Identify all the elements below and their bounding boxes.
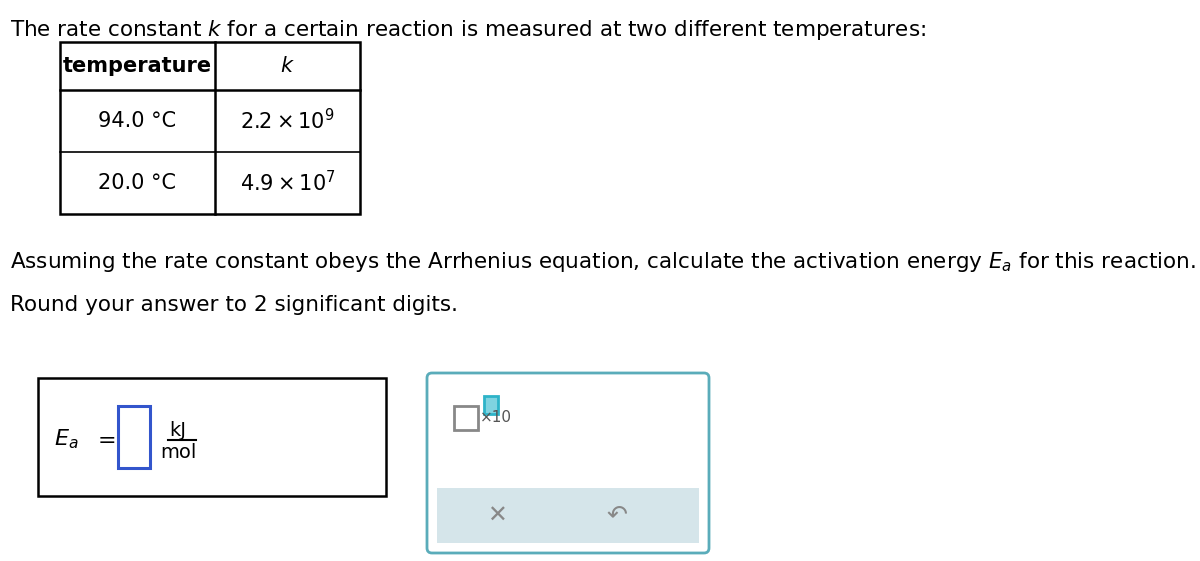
Text: $E_a$: $E_a$ <box>54 427 78 451</box>
Bar <box>484 396 498 414</box>
Text: kJ: kJ <box>169 421 186 440</box>
Text: Round your answer to 2 significant digits.: Round your answer to 2 significant digit… <box>10 295 458 315</box>
Bar <box>118 406 150 468</box>
Text: The rate constant $k$ for a certain reaction is measured at two different temper: The rate constant $k$ for a certain reac… <box>10 18 926 42</box>
FancyBboxPatch shape <box>427 373 709 553</box>
Text: $2.2\times10^9$: $2.2\times10^9$ <box>240 108 335 134</box>
Bar <box>454 406 478 430</box>
Text: $=$: $=$ <box>94 429 115 449</box>
Text: $4.9\times10^7$: $4.9\times10^7$ <box>240 171 335 196</box>
Text: ✕: ✕ <box>487 504 506 527</box>
Text: 94.0 °C: 94.0 °C <box>98 111 176 131</box>
Text: temperature: temperature <box>62 56 212 76</box>
Text: ↶: ↶ <box>606 504 628 527</box>
Bar <box>60 42 360 214</box>
Text: Assuming the rate constant obeys the Arrhenius equation, calculate the activatio: Assuming the rate constant obeys the Arr… <box>10 250 1195 274</box>
Bar <box>437 488 698 543</box>
Text: 20.0 °C: 20.0 °C <box>98 173 176 193</box>
Text: mol: mol <box>160 443 196 462</box>
Bar <box>38 378 386 496</box>
Text: ×10: ×10 <box>480 411 512 425</box>
Text: $k$: $k$ <box>280 56 295 76</box>
